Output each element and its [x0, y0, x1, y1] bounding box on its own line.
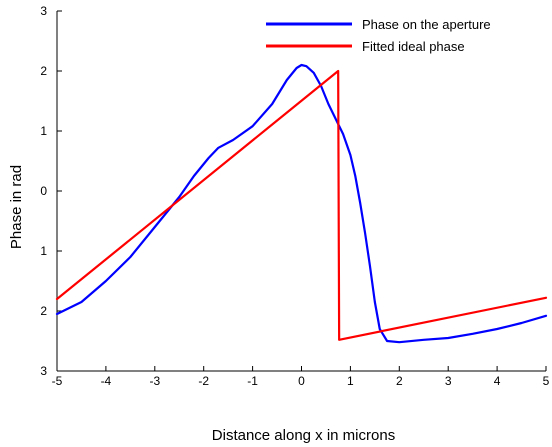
- x-tick-label: 5: [543, 374, 550, 388]
- y-tick-label: 3: [40, 364, 47, 378]
- legend: Phase on the aperture Fitted ideal phase: [266, 17, 491, 54]
- y-tick-label: 2: [40, 64, 47, 78]
- x-tick-label: -3: [149, 374, 160, 388]
- legend-entry-label: Phase on the aperture: [362, 17, 491, 32]
- y-tick-label: 3: [40, 4, 47, 18]
- series-line-phase-on-aperture: [55, 63, 548, 344]
- y-tick-label: 1: [40, 124, 47, 138]
- x-tick-label: -5: [52, 374, 63, 388]
- x-tick-label: 3: [445, 374, 452, 388]
- x-tick-label: 0: [298, 374, 305, 388]
- y-tick-label: 2: [40, 304, 47, 318]
- x-tick-label: -1: [247, 374, 258, 388]
- ticks: -5 -4 -3 -2 -1 0 1 2 3 4 5 3 2 1 0 1 2 3: [40, 4, 549, 388]
- x-tick-label: 1: [347, 374, 354, 388]
- y-tick-label: 1: [40, 244, 47, 258]
- x-tick-label: 4: [494, 374, 501, 388]
- x-axis-label: Distance along x in microns: [212, 427, 395, 444]
- x-tick-label: -2: [198, 374, 209, 388]
- x-tick-label: -4: [101, 374, 112, 388]
- y-axis-label: Phase in rad: [8, 165, 25, 249]
- y-tick-label: 0: [40, 184, 47, 198]
- x-tick-label: 2: [396, 374, 403, 388]
- axis-labels: Distance along x in microns Phase in rad: [8, 165, 395, 444]
- series-lines: [55, 63, 548, 344]
- series-line-fitted-ideal-phase: [55, 69, 548, 341]
- legend-entry-label: Fitted ideal phase: [362, 39, 465, 54]
